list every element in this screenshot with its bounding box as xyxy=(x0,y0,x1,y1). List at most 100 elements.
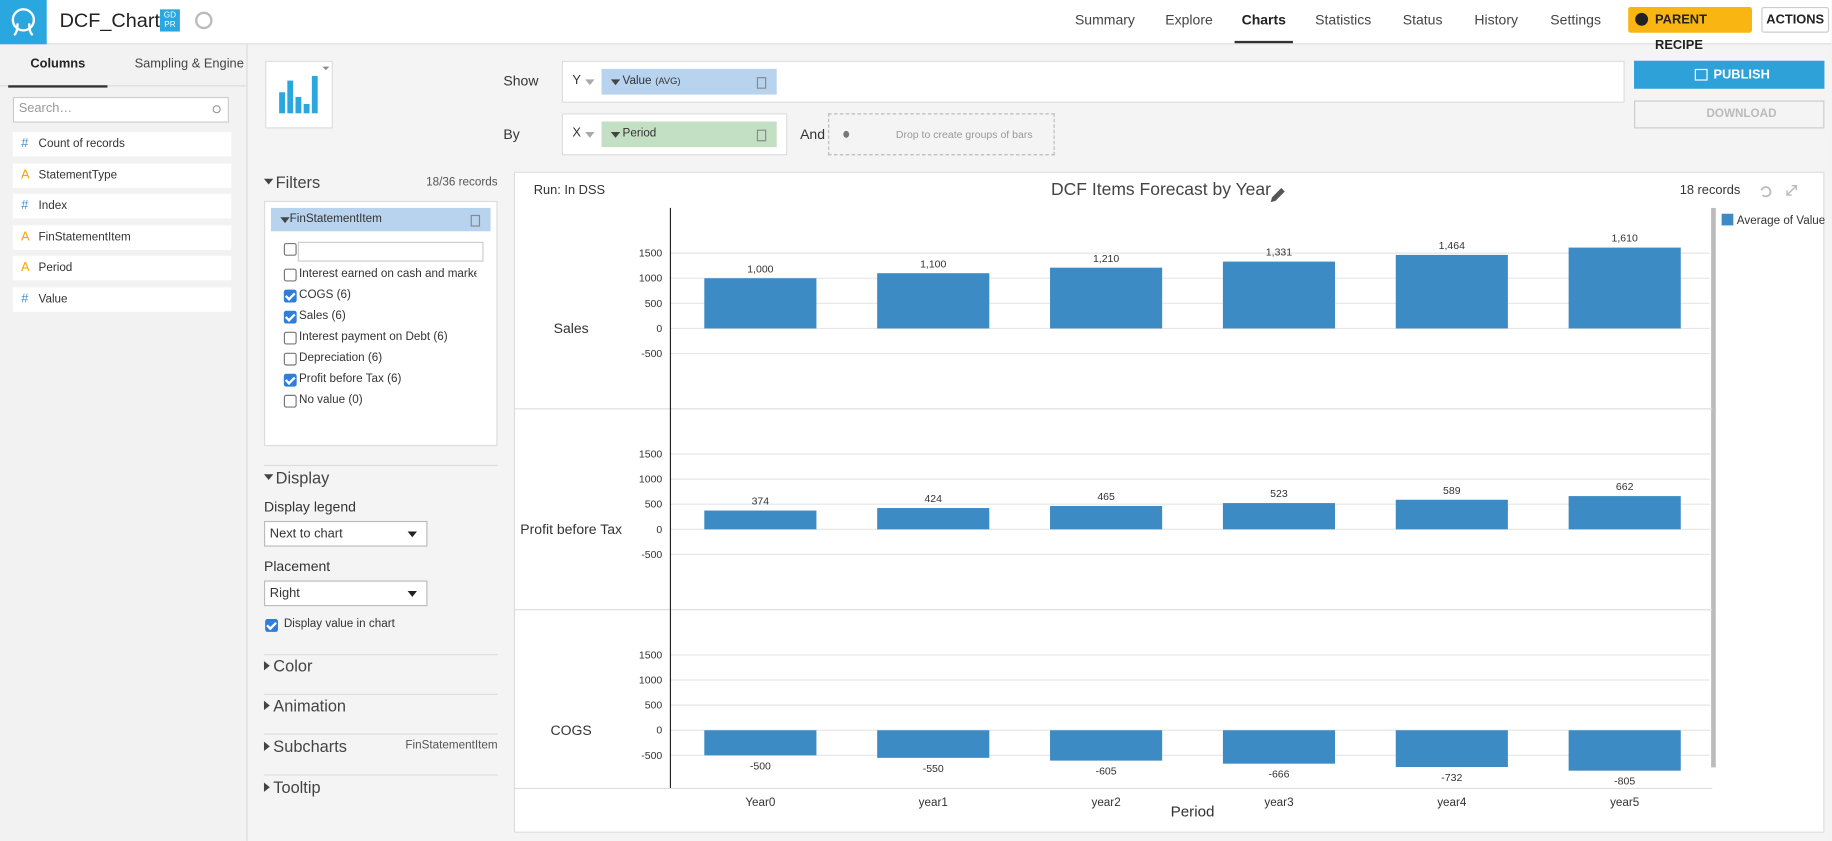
logo[interactable] xyxy=(0,0,47,45)
y-tick-label: -500 xyxy=(641,348,662,360)
nav-item[interactable]: Status xyxy=(1402,11,1443,29)
expand-arrow[interactable] xyxy=(263,782,270,792)
expand-arrow[interactable] xyxy=(263,700,270,711)
bar xyxy=(1568,730,1681,771)
y-shelf[interactable]: Y Value (AVG) xyxy=(561,60,1625,103)
column-item[interactable]: A FinStatementItem xyxy=(12,225,232,250)
y-tick-label: 500 xyxy=(645,700,663,712)
column-type-icon: A xyxy=(21,260,30,275)
expand-arrow[interactable] xyxy=(263,741,270,752)
chart: Run: In DSS DCF Items Forecast by Year 18 … xyxy=(513,179,1824,820)
publish-button[interactable]: PUBLISH xyxy=(1634,60,1825,89)
group-drop-zone[interactable]: Drop to create groups of bars xyxy=(828,113,1055,156)
y-tick-label: 1500 xyxy=(639,248,663,260)
nav-item[interactable]: Summary xyxy=(1074,11,1135,29)
subcharts-section[interactable]: Subcharts xyxy=(273,737,347,756)
column-item[interactable]: # Count of records xyxy=(12,131,232,157)
sidebar-tab[interactable]: Sampling & Engine xyxy=(134,57,244,72)
nav-item[interactable]: History xyxy=(1474,11,1519,29)
legend-label: Display legend xyxy=(263,498,356,516)
bar xyxy=(1050,730,1163,761)
placement-select[interactable]: Right xyxy=(263,580,428,607)
filter-checkbox[interactable] xyxy=(283,289,297,303)
filter-field-pill[interactable]: FinStatementItem xyxy=(270,207,491,232)
tooltip-section[interactable]: Tooltip xyxy=(273,777,321,797)
sidebar-tab[interactable]: Columns xyxy=(8,47,108,88)
filter-checkbox[interactable] xyxy=(283,268,297,282)
x-tick-label: year4 xyxy=(1437,796,1467,809)
filter-item-label: COGS (6) xyxy=(299,288,351,302)
status-icon[interactable] xyxy=(195,11,213,30)
trash-icon[interactable] xyxy=(756,129,767,142)
column-item[interactable]: A StatementType xyxy=(12,163,232,188)
filter-checkbox[interactable] xyxy=(283,352,297,366)
parent-recipe-button[interactable]: PARENT RECIPE xyxy=(1628,7,1752,53)
expand-arrow[interactable] xyxy=(263,661,270,671)
column-search[interactable]: Search… xyxy=(12,96,229,123)
edit-icon xyxy=(1270,188,1285,203)
x-shelf[interactable]: X Period xyxy=(561,113,788,156)
nav-item[interactable]: Statistics xyxy=(1315,11,1372,29)
value-label: 662 xyxy=(1616,481,1634,493)
scrollbar xyxy=(1711,207,1716,768)
separator xyxy=(263,654,498,656)
legend-select[interactable]: Next to chart xyxy=(263,520,428,547)
value-in-chart-checkbox[interactable] xyxy=(265,619,278,632)
y-tick-label: 1000 xyxy=(639,675,663,687)
download-button[interactable]: DOWNLOAD xyxy=(1634,100,1825,129)
bar xyxy=(877,273,990,329)
bar xyxy=(1568,496,1681,530)
actions-button[interactable]: ACTIONS xyxy=(1761,7,1830,33)
select-all-checkbox[interactable] xyxy=(283,242,297,256)
and-label: And xyxy=(800,126,826,143)
filter-item-label: Depreciation (6) xyxy=(299,351,383,365)
color-section[interactable]: Color xyxy=(273,656,313,676)
y-tick-label: -500 xyxy=(641,549,662,561)
separator xyxy=(263,774,498,776)
bar xyxy=(1395,254,1508,329)
bar xyxy=(1222,503,1336,530)
facet-label: COGS xyxy=(551,722,592,738)
by-label: By xyxy=(503,126,520,143)
dimension-pill[interactable]: Period xyxy=(601,121,777,148)
nav-item[interactable]: Settings xyxy=(1550,11,1601,29)
collapse-arrow[interactable] xyxy=(263,178,274,185)
display-title: Display xyxy=(275,468,330,488)
nav-item[interactable]: Explore xyxy=(1165,11,1213,29)
filter-checkbox[interactable] xyxy=(283,394,297,408)
value-label: 465 xyxy=(1097,491,1115,503)
animation-section[interactable]: Animation xyxy=(273,696,347,715)
filter-checkbox[interactable] xyxy=(283,373,297,387)
filter-checkbox[interactable] xyxy=(283,310,297,324)
recipe-icon xyxy=(1635,12,1649,26)
column-type-icon: # xyxy=(21,136,29,151)
dropdown-arrow xyxy=(585,131,595,138)
run-label: Run: In DSS xyxy=(534,182,605,197)
show-label: Show xyxy=(503,72,539,89)
y-tick-label: -500 xyxy=(641,750,662,762)
badge-line: PR xyxy=(164,21,176,30)
value-label: -605 xyxy=(1096,766,1117,778)
search-placeholder: Search… xyxy=(18,101,73,116)
column-item[interactable]: # Value xyxy=(12,287,232,312)
measure-agg: (AVG) xyxy=(655,75,681,87)
value-label: 1,000 xyxy=(747,263,773,275)
filter-checkbox[interactable] xyxy=(283,331,297,345)
x-tick-label: year3 xyxy=(1264,796,1293,809)
collapse-arrow[interactable] xyxy=(263,474,274,481)
y-tick-label: 1000 xyxy=(639,273,663,285)
gdpr-badge: GD PR xyxy=(160,9,180,32)
bar xyxy=(704,278,817,329)
filter-search[interactable] xyxy=(297,241,484,262)
chart-type-picker[interactable] xyxy=(265,60,333,129)
nav-item[interactable]: Charts xyxy=(1234,0,1293,44)
measure-pill[interactable]: Value (AVG) xyxy=(601,68,777,95)
y-tick-label: 500 xyxy=(645,298,663,310)
x-tick-label: year2 xyxy=(1091,796,1120,809)
column-item[interactable]: A Period xyxy=(12,256,232,281)
bar xyxy=(1222,261,1336,329)
trash-icon[interactable] xyxy=(756,77,767,89)
trash-icon[interactable] xyxy=(470,214,481,227)
column-item[interactable]: # Index xyxy=(12,194,232,219)
